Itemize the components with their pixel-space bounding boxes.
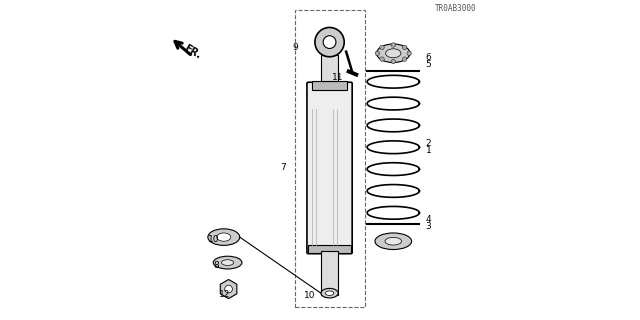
Circle shape — [403, 57, 407, 61]
Text: 10: 10 — [208, 235, 220, 244]
Ellipse shape — [213, 256, 242, 269]
Text: 4: 4 — [426, 215, 431, 224]
Ellipse shape — [376, 44, 410, 62]
Text: 12: 12 — [219, 290, 230, 299]
Circle shape — [391, 59, 396, 64]
Ellipse shape — [321, 288, 338, 298]
Ellipse shape — [208, 229, 240, 245]
Bar — [321, 55, 338, 81]
Text: 9: 9 — [292, 43, 298, 52]
Bar — [321, 251, 338, 295]
Bar — [312, 81, 347, 90]
Circle shape — [323, 36, 336, 49]
Circle shape — [391, 43, 396, 47]
Text: 10: 10 — [304, 291, 316, 300]
Bar — [308, 245, 351, 253]
Circle shape — [403, 45, 407, 50]
Text: 1: 1 — [426, 146, 431, 155]
Text: 6: 6 — [426, 53, 431, 62]
Text: 7: 7 — [280, 163, 285, 172]
Text: FR.: FR. — [182, 44, 203, 61]
Circle shape — [407, 51, 412, 55]
Ellipse shape — [325, 291, 333, 295]
Circle shape — [375, 51, 380, 55]
Text: 5: 5 — [426, 60, 431, 69]
Text: 8: 8 — [214, 261, 220, 270]
Circle shape — [380, 45, 384, 50]
Text: 11: 11 — [332, 73, 343, 82]
Ellipse shape — [386, 49, 401, 58]
Text: TR0AB3000: TR0AB3000 — [435, 4, 476, 13]
Ellipse shape — [375, 233, 412, 250]
Ellipse shape — [217, 233, 231, 241]
Circle shape — [315, 28, 344, 57]
FancyBboxPatch shape — [307, 82, 352, 254]
Circle shape — [225, 285, 232, 293]
Text: 2: 2 — [426, 139, 431, 148]
Text: 3: 3 — [426, 222, 431, 231]
Ellipse shape — [385, 237, 401, 245]
Polygon shape — [220, 279, 237, 299]
Ellipse shape — [221, 260, 234, 266]
Circle shape — [380, 57, 384, 61]
